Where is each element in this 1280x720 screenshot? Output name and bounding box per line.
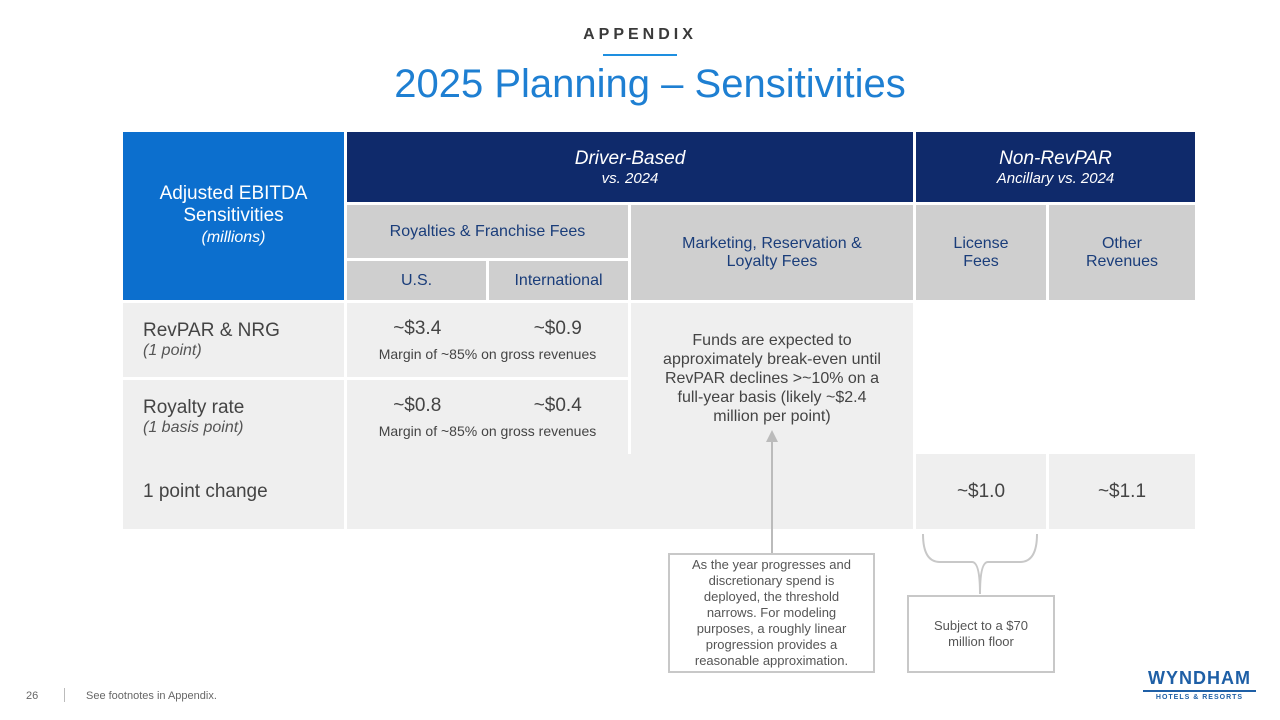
row-point-change-other: ~$1.1 (1049, 454, 1195, 529)
marketing-line2: Loyalty Fees (726, 252, 818, 270)
threshold-l5: purposes, a roughly linear (696, 621, 847, 636)
threshold-l1: As the year progresses and (692, 557, 851, 572)
driver-based-sub: vs. 2024 (601, 169, 659, 187)
other-value: ~$1.1 (1097, 480, 1147, 502)
point-change-title: 1 point change (143, 480, 268, 502)
non-revpar-sub: Ancillary vs. 2024 (996, 169, 1115, 187)
non-revpar-title: Non-RevPAR (999, 147, 1112, 169)
revpar-intl-value: ~$0.9 (533, 318, 582, 339)
driver-based-title: Driver-Based (574, 147, 686, 169)
license-line2: Fees (963, 252, 999, 270)
marketing-line1: Marketing, Reservation & (682, 234, 862, 252)
row-revpar-values: ~$3.4 ~$0.9 Margin of ~85% on gross reve… (347, 303, 628, 377)
royalty-intl-value: ~$0.4 (533, 395, 582, 416)
page-number: 26 (26, 690, 39, 702)
wyndham-logo: WYNDHAM HOTELS & RESORTS (1137, 668, 1262, 708)
threshold-l3: deployed, the threshold (703, 589, 840, 604)
revpar-sub: (1 point) (143, 342, 202, 359)
row-royalty-values: ~$0.8 ~$0.4 Margin of ~85% on gross reve… (347, 380, 628, 454)
floor-l1: Subject to a $70 (934, 618, 1028, 633)
row-royalty-label: Royalty rate (1 basis point) (123, 380, 344, 454)
royalties-label: Royalties & Franchise Fees (389, 222, 586, 240)
international-label: International (514, 271, 603, 289)
royalty-title: Royalty rate (143, 397, 245, 418)
marketing-note-l2: approximately break-even until (663, 351, 881, 368)
other-line1: Other (1101, 234, 1142, 252)
us-label: U.S. (400, 271, 433, 289)
corner-line2: Sensitivities (183, 205, 284, 226)
revpar-margin: Margin of ~85% on gross revenues (378, 346, 597, 362)
footer-divider (64, 688, 65, 702)
logo-rule (1143, 690, 1256, 692)
page-title: 2025 Planning – Sensitivities (394, 62, 906, 106)
other-revenues-header: Other Revenues (1049, 205, 1195, 300)
row-point-change-label: 1 point change (123, 454, 344, 529)
logo-sub-text: HOTELS & RESORTS (1155, 694, 1244, 701)
row-revpar-label: RevPAR & NRG (1 point) (123, 303, 344, 377)
license-value: ~$1.0 (956, 480, 1006, 502)
us-header: U.S. (347, 261, 486, 300)
royalty-us-value: ~$0.8 (393, 395, 442, 416)
revpar-title: RevPAR & NRG (143, 320, 280, 341)
marketing-note-l5: million per point) (713, 408, 831, 425)
international-header: International (489, 261, 628, 300)
footnote-reference: See footnotes in Appendix. (86, 690, 217, 702)
license-brace (922, 533, 1038, 595)
marketing-note-l1: Funds are expected to (692, 332, 852, 349)
marketing-header: Marketing, Reservation & Loyalty Fees (631, 205, 913, 300)
other-line2: Revenues (1085, 252, 1159, 270)
threshold-l7: reasonable approximation. (694, 653, 849, 668)
royalty-sub: (1 basis point) (143, 419, 244, 436)
row-point-change-license: ~$1.0 (916, 454, 1046, 529)
table-corner-header: Adjusted EBITDA Sensitivities (millions) (123, 132, 344, 300)
marketing-note-l3: RevPAR declines >~10% on a (664, 370, 880, 387)
row-point-change-empty (347, 454, 913, 529)
royalty-margin: Margin of ~85% on gross revenues (378, 423, 597, 439)
royalties-header: Royalties & Franchise Fees (347, 205, 628, 258)
marketing-note: Funds are expected to approximately brea… (631, 303, 913, 454)
appendix-label: APPENDIX (583, 26, 697, 43)
license-fees-header: License Fees (916, 205, 1046, 300)
callout-arrow (766, 430, 778, 554)
revpar-us-value: ~$3.4 (393, 318, 442, 339)
logo-main-text: WYNDHAM (1148, 668, 1251, 688)
appendix-underline (603, 54, 677, 56)
corner-line1: Adjusted EBITDA (159, 183, 308, 204)
non-revpar-header: Non-RevPAR Ancillary vs. 2024 (916, 132, 1195, 202)
floor-l2: million floor (948, 634, 1014, 649)
threshold-l2: discretionary spend is (708, 573, 835, 588)
threshold-l4: narrows. For modeling (706, 605, 837, 620)
threshold-l6: progression provides a (705, 637, 838, 652)
floor-callout: Subject to a $70 million floor (907, 595, 1055, 673)
threshold-callout: As the year progresses and discretionary… (668, 553, 875, 673)
sensitivities-table: Adjusted EBITDA Sensitivities (millions)… (123, 132, 1195, 529)
marketing-note-l4: full-year basis (likely ~$2.4 (677, 389, 867, 406)
corner-units: (millions) (201, 229, 266, 246)
driver-based-header: Driver-Based vs. 2024 (347, 132, 913, 202)
license-line1: License (953, 234, 1009, 252)
